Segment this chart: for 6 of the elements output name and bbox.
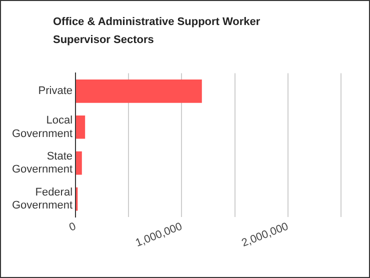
y-tick-label: Federal Government bbox=[12, 186, 73, 212]
chart-title: Office & Administrative Support Worker Supervisor Sectors bbox=[53, 15, 262, 48]
y-tick-label: Local Government bbox=[12, 114, 73, 140]
y-tick-label: State Government bbox=[12, 150, 73, 176]
x-tick-label: 0 bbox=[68, 220, 78, 234]
y-tick-label: Private bbox=[38, 85, 73, 98]
